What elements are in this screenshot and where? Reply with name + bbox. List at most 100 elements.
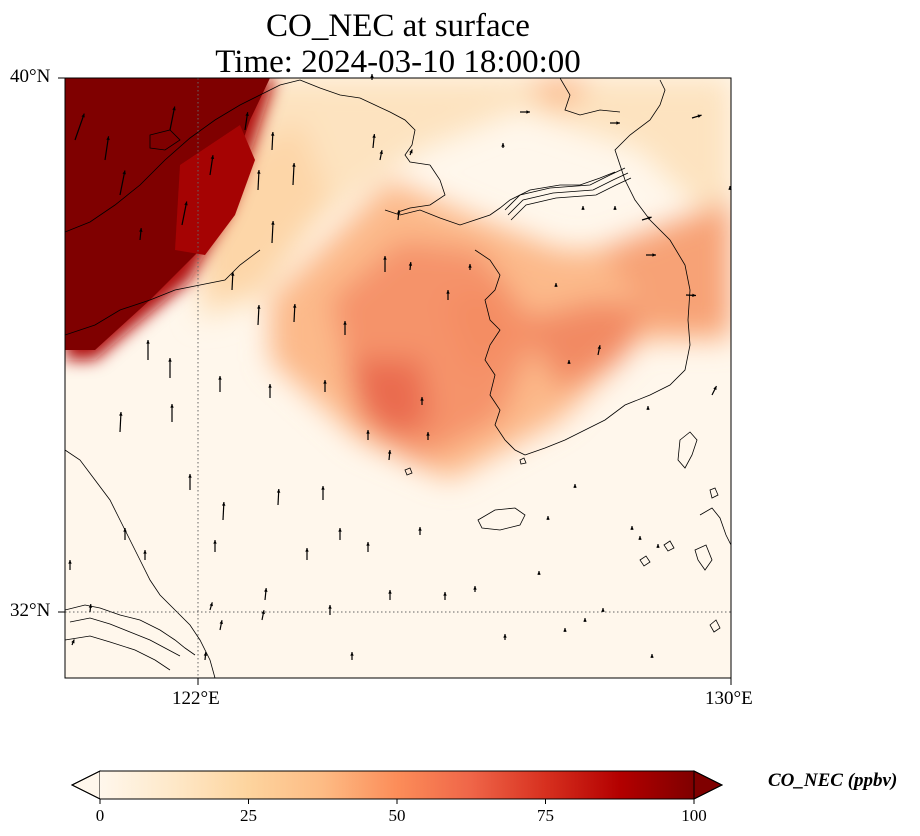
wind-arrow-head <box>563 628 567 632</box>
wind-arrow-shaft <box>181 201 188 226</box>
wind-arrow-head <box>370 74 374 78</box>
wind-arrow-head <box>597 345 601 350</box>
map-gridlines <box>65 78 731 678</box>
wind-arrow-head <box>473 586 477 590</box>
wind-arrow-head <box>503 634 507 638</box>
wind-arrow-head <box>68 560 72 564</box>
wind-arrow-head <box>88 604 93 608</box>
wind-arrow-head <box>323 380 327 384</box>
wind-arrow-head <box>601 608 605 612</box>
wind-arrow-head <box>168 358 172 362</box>
wind-arrow-head <box>581 206 585 210</box>
wind-arrow-head <box>418 527 422 531</box>
wind-arrow-head <box>713 386 717 391</box>
wind-arrow-head <box>656 544 660 548</box>
wind-arrow-head <box>650 654 654 658</box>
wind-arrow-head <box>139 228 143 232</box>
wind-arrow-head <box>426 432 430 436</box>
wind-vector-field <box>68 74 732 661</box>
wind-arrow-head <box>366 430 370 434</box>
map-title-line1: CO_NEC at surface <box>266 8 530 44</box>
wind-arrow-head <box>350 652 354 656</box>
wind-arrow-head <box>409 149 413 154</box>
wind-arrow-head <box>387 450 392 454</box>
wind-arrow-head <box>71 639 75 644</box>
wind-arrow-head <box>264 588 268 592</box>
wind-arrow-head <box>372 134 376 138</box>
wind-arrow-head <box>245 112 249 117</box>
wind-arrow-head <box>268 384 272 388</box>
colorbar-extend-max <box>693 770 724 800</box>
colorbar-tick-label: 75 <box>537 806 554 825</box>
wind-arrow-head <box>257 170 261 174</box>
wind-arrow-head <box>219 620 223 625</box>
wind-arrow-head <box>526 110 530 114</box>
colorbar-tick-label: 0 <box>95 806 105 825</box>
wind-arrow-head <box>647 216 652 220</box>
colorbar-label: CO_NEC (ppbv) <box>768 770 898 791</box>
wind-arrow-shaft <box>74 113 85 141</box>
wind-arrow-head <box>501 143 505 147</box>
lat-label-40n: 40°N <box>10 66 51 87</box>
wind-arrow-head <box>646 406 650 410</box>
colorbar-tick-label: 50 <box>388 806 406 825</box>
wind-arrow-head <box>184 201 188 206</box>
axis-ticks <box>58 77 732 685</box>
wind-arrow-head <box>420 397 424 401</box>
wind-arrow-head <box>630 526 634 530</box>
wind-arrow-head <box>230 272 235 276</box>
wind-arrow-head <box>396 210 401 214</box>
wind-arrow-shaft <box>169 106 176 131</box>
map-title-line2: Time: 2024-03-10 18:00:00 <box>215 44 581 80</box>
wind-arrow-head <box>146 340 150 344</box>
wind-arrow-head <box>408 262 413 266</box>
map-frame <box>64 77 732 679</box>
wind-arrow-head <box>697 114 702 118</box>
wind-arrow-head <box>388 590 392 594</box>
wind-arrow-head <box>123 528 127 532</box>
wind-arrow-head <box>172 106 176 111</box>
wind-arrow-head <box>443 592 447 596</box>
lon-label-130e: 130°E <box>705 688 753 709</box>
wind-arrow-head <box>270 132 275 136</box>
wind-arrow-head <box>271 221 275 225</box>
wind-arrow-head <box>343 321 347 325</box>
wind-arrow-head <box>81 113 85 118</box>
wind-arrow-head <box>652 253 656 257</box>
wind-arrow-head <box>328 605 332 609</box>
coastlines <box>65 78 731 678</box>
wind-arrow-shaft <box>119 170 126 196</box>
colorbar <box>70 770 724 804</box>
wind-arrow-head <box>554 283 558 287</box>
wind-arrow-head <box>188 474 192 478</box>
wind-arrow-head <box>338 528 342 532</box>
wind-arrow-shaft <box>292 162 295 186</box>
wind-arrow-head <box>292 304 297 308</box>
wind-arrow-head <box>567 360 571 364</box>
wind-arrow-head <box>573 484 577 488</box>
wind-arrow-head <box>143 550 147 554</box>
wind-arrow-head <box>221 502 226 506</box>
wind-arrow-head <box>210 155 215 160</box>
wind-arrow-shaft <box>104 136 110 161</box>
colorbar-extend-min <box>70 770 101 800</box>
wind-arrow-head <box>276 489 281 493</box>
wind-arrow-head <box>446 290 450 294</box>
wind-arrow-head <box>305 548 309 552</box>
wind-arrow-head <box>257 305 261 309</box>
wind-arrow-head <box>379 150 383 155</box>
lon-label-122e: 122°E <box>172 688 220 709</box>
wind-arrow-head <box>613 206 617 210</box>
colorbar-tick-label: 100 <box>681 806 707 825</box>
wind-arrow-head <box>119 412 123 416</box>
colorbar-tick-label: 25 <box>240 806 257 825</box>
wind-arrow-head <box>692 293 696 298</box>
wind-arrow-head <box>537 571 541 575</box>
wind-arrow-head <box>213 540 217 544</box>
lat-label-32n: 32°N <box>10 600 51 621</box>
wind-arrow-head <box>366 542 370 546</box>
wind-arrow-shaft <box>271 220 274 244</box>
wind-arrow-head <box>106 136 110 141</box>
wind-arrow-head <box>321 486 325 490</box>
